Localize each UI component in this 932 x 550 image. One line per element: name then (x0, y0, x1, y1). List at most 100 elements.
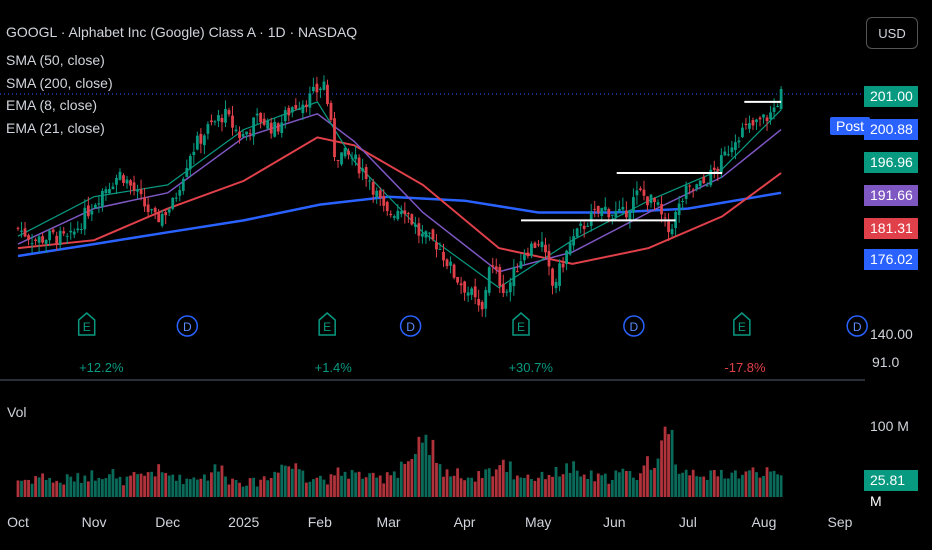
candle-body (354, 154, 357, 160)
legend-ema-21[interactable]: EMA (21, close) (6, 119, 105, 136)
candle-body (741, 127, 744, 138)
volume-bar (649, 469, 653, 497)
candle-body (459, 283, 463, 286)
candle-body (501, 283, 505, 294)
volume-bar (435, 462, 438, 497)
volume-bar (431, 439, 435, 497)
candle-body (319, 88, 322, 91)
candle-body (231, 115, 234, 128)
candle-body (456, 276, 459, 283)
volume-bar (406, 461, 410, 497)
volume-bar (340, 475, 343, 497)
legend-sma-50[interactable]: SMA (50, close) (6, 52, 105, 68)
x-axis-tick-label: Jul (679, 514, 697, 530)
dividend-marker-icon (176, 315, 199, 337)
dividend-marker-icon (399, 315, 422, 337)
volume-bar (607, 483, 611, 497)
volume-bar (262, 476, 266, 497)
volume-bar (702, 476, 706, 497)
candle-body (431, 229, 435, 240)
candle-body (97, 203, 101, 205)
candle-body (653, 197, 656, 203)
event-marker-label: D (406, 320, 415, 334)
volume-bar (97, 477, 101, 497)
candle-body (705, 185, 709, 187)
candle-body (326, 84, 329, 104)
candle-body (259, 112, 263, 123)
candle-body (769, 112, 772, 120)
candle-body (375, 190, 379, 198)
volume-bar (311, 479, 315, 497)
volume-bar (125, 476, 129, 497)
post-market-badge: Post (830, 117, 871, 135)
volume-bar (730, 472, 734, 497)
candle-body (614, 211, 618, 218)
volume-bar (674, 464, 678, 497)
candle-body (491, 265, 495, 267)
legend-sma-200[interactable]: SMA (200, close) (6, 74, 113, 91)
volume-bar (758, 477, 762, 497)
volume-bar (755, 472, 758, 497)
volume-bar (480, 478, 484, 497)
volume-bar (508, 461, 512, 497)
volume-bar (491, 476, 495, 497)
candle-body (561, 263, 565, 268)
candle-body (646, 196, 649, 206)
legend-ema-8[interactable]: EMA (8, close) (6, 97, 98, 113)
volume-bar (614, 470, 618, 497)
candle-body (115, 177, 118, 185)
candle-body (512, 267, 516, 287)
volume-bar (297, 469, 301, 497)
candle-body (568, 242, 572, 255)
candle-body (202, 135, 206, 146)
volume-bar (621, 468, 625, 497)
candle-body (224, 108, 227, 123)
price-tag-ema-21: 191.66 (864, 185, 918, 206)
candle-body (586, 225, 590, 227)
volume-bar (108, 474, 111, 497)
volume-bar (375, 477, 379, 497)
candle-body (294, 104, 298, 109)
candle-body (199, 133, 203, 144)
volume-bar (596, 473, 600, 497)
volume-bar (69, 476, 73, 497)
volume-bar (347, 478, 350, 497)
volume-bar (635, 479, 639, 497)
volume-bar (526, 474, 530, 497)
y-axis-partial-tick: 91.0 (872, 354, 900, 370)
volume-bar (684, 469, 688, 497)
volume-bar (136, 474, 139, 497)
volume-bar (326, 484, 329, 497)
ema-8-path (17, 101, 782, 289)
volume-bar (58, 482, 62, 497)
volume-bar (660, 440, 663, 497)
candle-body (213, 121, 217, 123)
volume-bar (139, 473, 143, 497)
candle-body (751, 120, 755, 126)
candle-body (642, 189, 646, 196)
volume-bar (726, 478, 730, 497)
volume-bar (227, 484, 231, 497)
x-axis-tick-label: Nov (82, 514, 107, 530)
candle-body (772, 107, 776, 112)
currency-button[interactable]: USD (866, 17, 918, 49)
volume-bar (322, 479, 326, 497)
candle-body (712, 167, 716, 170)
volume-bar (315, 477, 319, 497)
candle-body (65, 235, 69, 237)
volume-bar (551, 476, 554, 497)
candle-body (656, 202, 660, 205)
volume-bar (41, 473, 45, 497)
candle-body (449, 261, 452, 266)
volume-bar (632, 477, 635, 497)
volume-bar (628, 470, 632, 497)
volume-bar (417, 436, 421, 497)
volume-bar (301, 470, 305, 497)
volume-bar (603, 473, 607, 497)
volume-bar (487, 468, 491, 497)
candle-body (220, 117, 224, 123)
x-axis-tick-label: Apr (454, 514, 476, 530)
candle-body (350, 157, 354, 159)
candle-body (157, 212, 161, 223)
